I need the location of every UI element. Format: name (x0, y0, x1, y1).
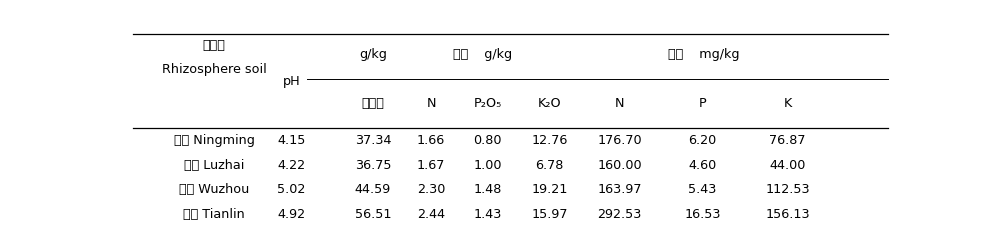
Text: 6.20: 6.20 (688, 134, 716, 147)
Text: 有机质: 有机质 (362, 97, 384, 110)
Text: 56.51: 56.51 (355, 208, 391, 221)
Text: 6.78: 6.78 (536, 159, 564, 172)
Text: 2.30: 2.30 (417, 183, 445, 196)
Text: 1.48: 1.48 (474, 183, 502, 196)
Text: 16.53: 16.53 (684, 208, 721, 221)
Text: 176.70: 176.70 (597, 134, 642, 147)
Text: 全量    g/kg: 全量 g/kg (453, 48, 512, 61)
Text: 12.76: 12.76 (532, 134, 568, 147)
Text: 宁明 Ningming: 宁明 Ningming (174, 134, 255, 147)
Text: 160.00: 160.00 (597, 159, 642, 172)
Text: 4.22: 4.22 (278, 159, 306, 172)
Text: N: N (426, 97, 436, 110)
Text: 4.15: 4.15 (277, 134, 306, 147)
Text: 1.66: 1.66 (417, 134, 445, 147)
Text: P: P (698, 97, 706, 110)
Text: 292.53: 292.53 (597, 208, 642, 221)
Text: 163.97: 163.97 (597, 183, 642, 196)
Text: 36.75: 36.75 (355, 159, 391, 172)
Text: 4.60: 4.60 (688, 159, 716, 172)
Text: 鹿寨 Luzhai: 鹿寨 Luzhai (184, 159, 244, 172)
Text: 田林 Tianlin: 田林 Tianlin (183, 208, 245, 221)
Text: 44.00: 44.00 (769, 159, 806, 172)
Text: 1.43: 1.43 (474, 208, 502, 221)
Text: 5.43: 5.43 (688, 183, 717, 196)
Text: 37.34: 37.34 (355, 134, 391, 147)
Text: K: K (784, 97, 792, 110)
Text: 44.59: 44.59 (355, 183, 391, 196)
Text: g/kg: g/kg (359, 48, 387, 61)
Text: 速效    mg/kg: 速效 mg/kg (668, 48, 739, 61)
Text: 5.02: 5.02 (277, 183, 306, 196)
Text: 0.80: 0.80 (473, 134, 502, 147)
Text: 1.00: 1.00 (473, 159, 502, 172)
Text: K₂O: K₂O (538, 97, 562, 110)
Text: 156.13: 156.13 (765, 208, 810, 221)
Text: 2.44: 2.44 (417, 208, 445, 221)
Text: P₂O₅: P₂O₅ (474, 97, 502, 110)
Text: 76.87: 76.87 (769, 134, 806, 147)
Text: 根际土: 根际土 (203, 39, 226, 52)
Text: pH: pH (283, 75, 300, 88)
Text: 112.53: 112.53 (765, 183, 810, 196)
Text: 1.67: 1.67 (417, 159, 445, 172)
Text: 梧州 Wuzhou: 梧州 Wuzhou (179, 183, 249, 196)
Text: 4.92: 4.92 (278, 208, 306, 221)
Text: 15.97: 15.97 (531, 208, 568, 221)
Text: 19.21: 19.21 (532, 183, 568, 196)
Text: N: N (615, 97, 624, 110)
Text: Rhizosphere soil: Rhizosphere soil (162, 63, 266, 76)
